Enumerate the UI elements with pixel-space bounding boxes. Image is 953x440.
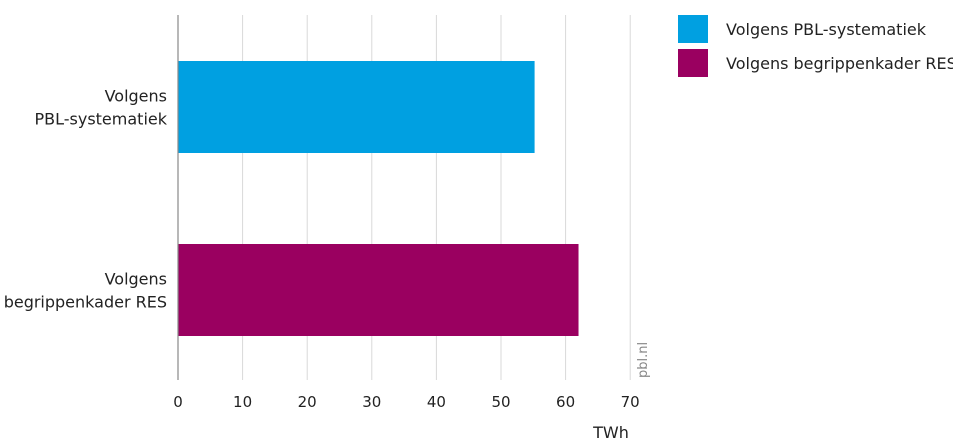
category-labels: Volgens PBL-systematiek Volgens begrippenka… xyxy=(4,87,168,312)
x-tick-label: 0 xyxy=(173,393,183,411)
watermark-text: pbl.nl xyxy=(636,342,651,378)
bar-1 xyxy=(178,61,535,153)
legend: Volgens PBL-systematiek Volgens begrippe… xyxy=(678,13,953,81)
x-tick-label: 50 xyxy=(491,393,510,411)
x-tick-labels: 0 10 20 30 40 50 60 70 xyxy=(173,393,640,411)
x-tick-label: 40 xyxy=(427,393,446,411)
legend-label-pbl: Volgens PBL-systematiek xyxy=(726,19,927,39)
x-tick-label: 30 xyxy=(362,393,381,411)
category-label: Volgens PBL-systematiek xyxy=(34,87,167,129)
legend-swatch-res xyxy=(678,49,708,77)
x-tick-label: 60 xyxy=(556,393,575,411)
category-label: Volgens begrippenkader RES xyxy=(4,270,167,312)
bars xyxy=(178,61,579,336)
x-axis-unit-label: TWh xyxy=(592,423,629,440)
x-tick-label: 70 xyxy=(621,393,640,411)
bar-2 xyxy=(178,244,579,336)
legend-item-pbl: Volgens PBL-systematiek xyxy=(678,13,953,45)
x-tick-label: 20 xyxy=(298,393,317,411)
legend-label-res: Volgens begrippenkader RES xyxy=(726,53,953,73)
legend-swatch-pbl xyxy=(678,15,708,43)
x-tick-label: 10 xyxy=(233,393,252,411)
legend-item-res: Volgens begrippenkader RES xyxy=(678,47,953,79)
